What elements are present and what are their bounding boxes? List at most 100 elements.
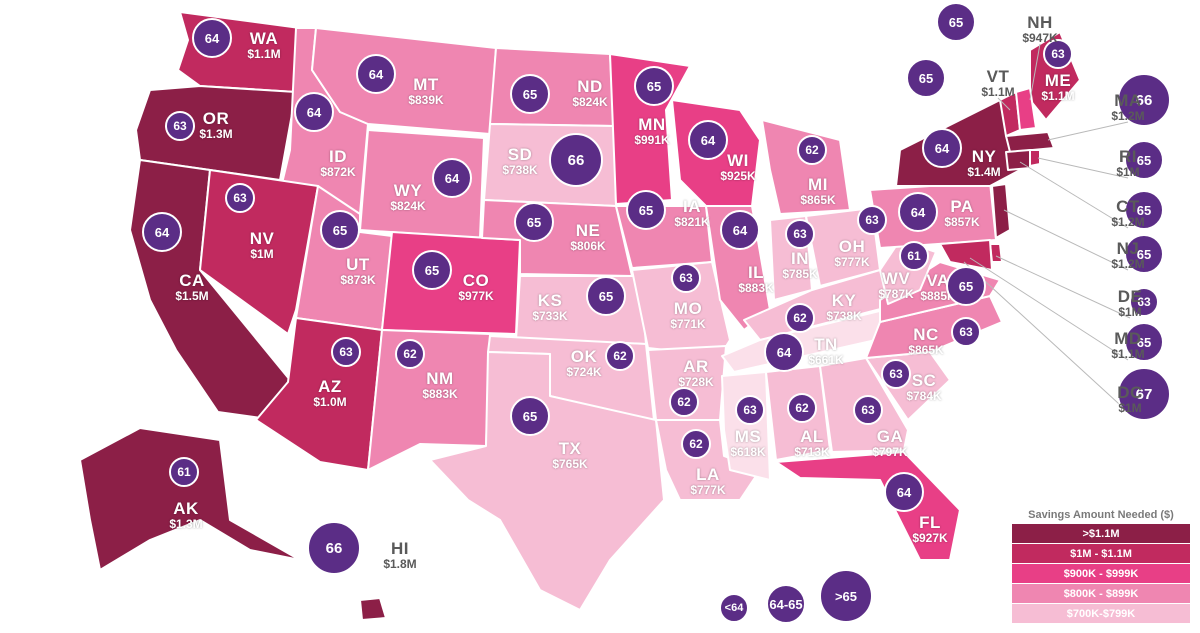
state-amount: $771K [670,317,706,331]
state-abbr: KY [831,291,857,310]
state-amount: $1.4M [967,165,1001,179]
state-ma [1005,131,1055,153]
state-abbr: NH [1027,13,1053,32]
state-abbr: OK [570,347,598,366]
state-amount: $991K [634,133,670,147]
age-bubble-nj: 65 [1124,234,1164,274]
state-label-or: OR $1.3M [186,110,246,140]
callout-label-ri: RI $1M [1098,148,1158,178]
state-label-az: AZ $1.0M [300,378,360,408]
state-nv [199,169,319,335]
callout-label-vt: VT $1.1M [968,68,1028,98]
state-abbr: NC [913,325,939,344]
state-label-ne: NE $806K [558,222,618,252]
state-amount: $733K [532,309,568,323]
state-md [939,239,993,271]
state-label-hi: HI $1.8M [370,540,430,570]
state-abbr: MS [734,427,762,446]
state-amount: $1.3M [169,517,203,531]
state-amount: $724K [566,365,602,379]
age-bubble-nm: 62 [395,339,425,369]
state-abbr: NV [249,229,275,248]
age-bubble-nv: 63 [225,183,255,213]
age-bubble-ar: 62 [669,387,699,417]
state-label-wy: WY $824K [378,182,438,212]
state-ri [1029,149,1041,167]
leader-line-nh [1029,43,1041,101]
state-amount: $1.2M [1111,109,1145,123]
callout-label-de: DE $1M [1100,288,1160,318]
age-bubble-mt: 64 [356,54,396,94]
state-label-ut: UT $873K [328,256,388,286]
state-amount: $824K [572,95,608,109]
age-bubble-sd: 66 [549,133,603,187]
legend-row: $800K - $899K [1012,584,1190,603]
leader-line-dc [963,261,1131,415]
state-amount: $738K [502,163,538,177]
state-amount: $865K [800,193,836,207]
state-abbr: VA [926,271,950,290]
state-amount: $1.3M [199,127,233,141]
state-abbr: CT [1116,197,1140,216]
state-amount: $738K [826,309,862,323]
age-bubble-ny: 64 [922,128,962,168]
state-abbr: VT [986,67,1010,86]
state-abbr: SC [911,371,937,390]
state-label-wa: WA $1.1M [234,30,294,60]
age-bubble-az: 63 [331,337,361,367]
state-amount: $1.1M [981,85,1015,99]
bubble-legend-item: 64-65 [766,584,806,624]
age-bubble-ks: 65 [586,276,626,316]
state-amount: $1.1M [1041,89,1075,103]
state-amount: $787K [878,287,914,301]
state-abbr: WY [393,181,423,200]
age-bubble-co: 65 [412,250,452,290]
age-bubble-tx: 65 [510,396,550,436]
state-amount: $857K [944,215,980,229]
state-amount: $765K [552,457,588,471]
state-label-nd: ND $824K [560,78,620,108]
state-label-al: AL $713K [782,428,842,458]
state-abbr: GA [876,427,904,446]
age-bubble-fl: 64 [884,472,924,512]
state-label-in: IN $785K [770,250,830,280]
state-abbr: HI [391,539,409,558]
age-bubble-ct: 65 [1124,190,1164,230]
state-label-tx: TX $765K [540,440,600,470]
state-label-mt: MT $839K [396,76,456,106]
age-bubble-in: 63 [785,219,815,249]
age-bubble-wi: 64 [688,120,728,160]
leader-line-nj [1003,209,1129,271]
state-abbr: TX [558,439,582,458]
state-amount: $927K [912,531,948,545]
leader-line-md [969,257,1129,361]
state-label-ny: NY $1.4M [954,148,1014,178]
state-label-fl: FL $927K [900,514,960,544]
state-nj [991,183,1011,239]
age-bubble-il: 64 [720,210,760,250]
state-abbr: DC [1117,383,1143,402]
state-label-wv: WV $787K [866,270,926,300]
state-abbr: MI [808,175,828,194]
state-label-ia: IA $821K [662,198,722,228]
age-bubble-mi: 62 [797,135,827,165]
state-label-la: LA $777K [678,466,738,496]
state-label-sc: SC $784K [894,372,954,402]
state-label-co: CO $977K [446,272,506,302]
state-abbr: LA [696,465,720,484]
state-amount: $839K [408,93,444,107]
age-bubble-la: 62 [681,429,711,459]
state-tx [429,351,665,611]
state-amount: $806K [570,239,606,253]
state-amount: $1M [1118,305,1142,319]
state-label-mo: MO $771K [658,300,718,330]
age-bubble-nh: 65 [936,2,976,42]
state-label-nc: NC $865K [896,326,956,356]
state-abbr: AR [683,357,709,376]
state-mi [761,119,851,215]
age-bubble-hi: 66 [307,521,361,575]
state-abbr: MT [413,75,439,94]
state-abbr: MA [1114,91,1142,110]
state-label-ak: AK $1.3M [156,500,216,530]
